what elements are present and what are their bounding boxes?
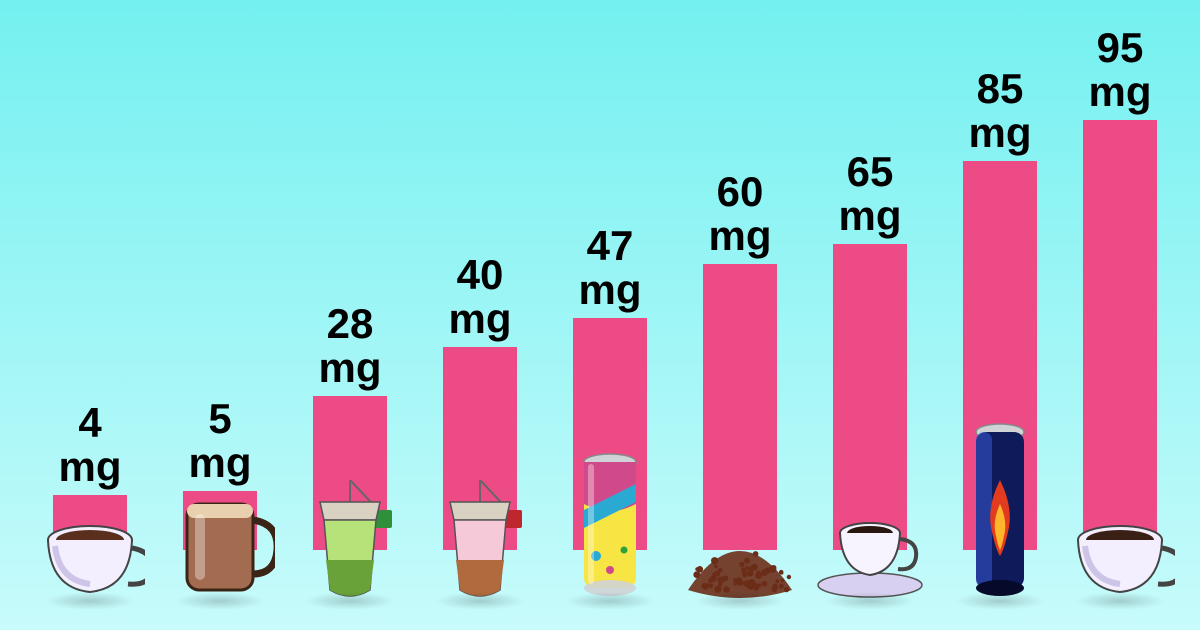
value-label: 65 mg xyxy=(810,150,930,238)
espresso-cup-icon xyxy=(810,505,930,600)
value-label: 95 mg xyxy=(1060,26,1180,114)
value-label: 4 mg xyxy=(30,401,150,489)
teabag-green-icon xyxy=(300,480,400,600)
caffeine-bar-chart: 4 mg5 mg28 mg40 mg47 mg60 mg65 mg85 mg95… xyxy=(0,0,1200,630)
mug-cola-icon xyxy=(165,490,275,600)
soda-can-icon xyxy=(570,450,650,600)
energy-drink-can-icon xyxy=(962,420,1038,600)
bar-instant-coffee xyxy=(703,264,777,550)
coffee-cup-icon xyxy=(1065,510,1175,600)
value-label: 5 mg xyxy=(160,397,280,485)
value-label: 85 mg xyxy=(940,67,1060,155)
value-label: 60 mg xyxy=(680,170,800,258)
value-label: 47 mg xyxy=(550,224,670,312)
instant-coffee-icon xyxy=(680,520,800,600)
teabag-black-icon xyxy=(430,480,530,600)
bar-coffee-cup xyxy=(1083,120,1157,550)
value-label: 28 mg xyxy=(290,302,410,390)
cup-cocoa-icon xyxy=(35,510,145,600)
value-label: 40 mg xyxy=(420,253,540,341)
